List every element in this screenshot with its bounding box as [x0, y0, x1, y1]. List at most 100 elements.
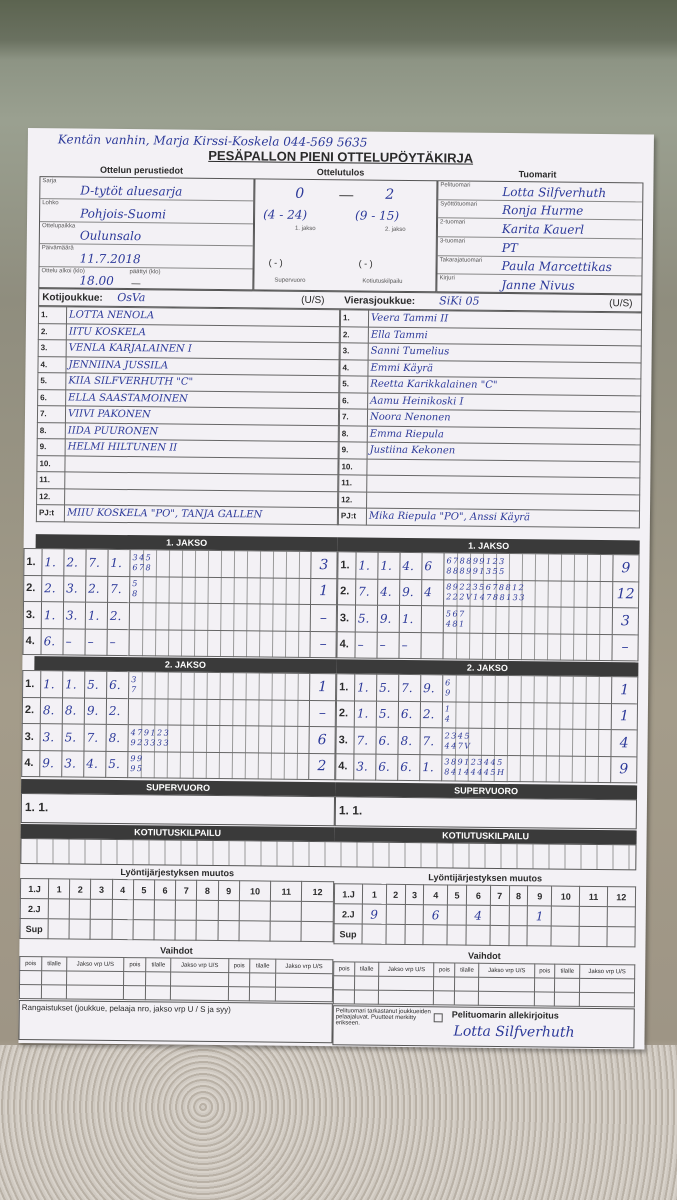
- away-super-row: 1. 1.: [334, 796, 638, 830]
- order-cell[interactable]: [175, 900, 197, 921]
- order-col-header: 3: [90, 879, 113, 900]
- referees-field: Pelituomari Lotta Silfverhuth: [438, 181, 643, 203]
- player-number: 12.: [36, 488, 65, 505]
- order-cell[interactable]: [385, 924, 405, 945]
- order-cell[interactable]: [489, 925, 509, 946]
- batter-number: 5.: [61, 723, 85, 751]
- order-cell[interactable]: [361, 924, 386, 945]
- ground-background: [0, 1045, 677, 1200]
- subs-cell: [228, 972, 250, 987]
- away-subs-table: pois tilalle Jakso vrp U/S pois tilalle Jakso…: [333, 961, 635, 1007]
- order-cell[interactable]: [447, 924, 467, 946]
- inning-row: 3. 1. 3. 1. 2. –: [23, 601, 337, 632]
- run-grid: 678899123 888991355: [443, 552, 614, 582]
- order-cell[interactable]: [301, 921, 334, 942]
- order-cell[interactable]: [132, 899, 155, 920]
- runs-bottom: 923333: [130, 737, 171, 748]
- batter-number: 5.: [376, 700, 399, 728]
- inning-number: 1.: [22, 670, 41, 698]
- order-cell[interactable]: 9: [362, 904, 387, 925]
- subs-cell: [478, 991, 535, 1006]
- order-cell[interactable]: [551, 926, 580, 947]
- order-cell[interactable]: [48, 898, 70, 919]
- batter-number: 3.: [39, 723, 63, 751]
- subs-cell: [378, 976, 434, 991]
- order-cell[interactable]: [111, 899, 134, 920]
- order-cell[interactable]: [154, 899, 176, 921]
- kotiutus-grid: [20, 837, 637, 871]
- runs-bottom: 678: [132, 562, 153, 573]
- order-cell[interactable]: [111, 919, 133, 940]
- referees-label: Takarajatuomari: [439, 256, 483, 264]
- order-cell[interactable]: [238, 920, 271, 942]
- order-cell[interactable]: [508, 925, 528, 946]
- batter-number: 2.: [107, 602, 130, 630]
- order-cell[interactable]: [69, 898, 91, 920]
- order-cell[interactable]: [465, 925, 490, 946]
- order-cell[interactable]: 6: [423, 904, 448, 925]
- batter-number: 8.: [40, 697, 63, 724]
- inning-number: 4.: [336, 631, 356, 658]
- order-cell[interactable]: [508, 905, 528, 926]
- order-cell[interactable]: [196, 900, 218, 921]
- order-cell[interactable]: [270, 921, 302, 942]
- inning-number: 1.: [336, 673, 355, 701]
- order-cell[interactable]: [69, 918, 91, 940]
- batter-number: 9.: [399, 578, 422, 606]
- order-cell[interactable]: [606, 906, 636, 927]
- order-cell[interactable]: [217, 900, 240, 921]
- order-cell[interactable]: [48, 918, 70, 939]
- run-grid: 389123445 84144445H: [441, 754, 611, 783]
- order-cell[interactable]: [404, 924, 424, 945]
- order-col-header: 7: [490, 885, 510, 906]
- run-grid: 99 95: [127, 751, 309, 780]
- order-cell[interactable]: [404, 904, 424, 925]
- order-cell[interactable]: [270, 901, 302, 922]
- order-cell[interactable]: [447, 904, 467, 926]
- referees-label: 3-tuomari: [439, 238, 466, 245]
- runs-bottom: 222V14788133: [446, 592, 526, 603]
- home-us: (U/S): [301, 294, 325, 307]
- order-cell[interactable]: [579, 926, 607, 947]
- runs-bottom: [132, 642, 308, 644]
- run-grid: 479123 923333: [127, 724, 310, 753]
- order-cell[interactable]: [301, 901, 334, 922]
- batter-number: 1.: [85, 602, 108, 629]
- signature-label: Pelituomarin allekirjoitus: [451, 1009, 559, 1021]
- batter-number: 1.: [62, 670, 85, 698]
- order-cell[interactable]: [385, 904, 405, 925]
- runs-bottom: 9: [445, 688, 452, 698]
- order-cell[interactable]: 4: [466, 905, 491, 926]
- order-cell[interactable]: [132, 919, 155, 940]
- batter-number: 8.: [62, 697, 85, 725]
- order-cell[interactable]: [579, 906, 608, 927]
- player-number: 11.: [338, 474, 367, 492]
- order-cell[interactable]: [217, 920, 239, 941]
- coaches-row: PJ:t MIIU KOSKELA "PO", TANJA GALLEN: [36, 504, 338, 525]
- order-cell[interactable]: [551, 906, 580, 927]
- order-cell[interactable]: [489, 905, 509, 926]
- order-cell[interactable]: [606, 926, 636, 947]
- referees-box: Pelituomari Lotta Silfverhuth Syöttötuomar…: [436, 180, 644, 296]
- subs-cell: [123, 971, 146, 986]
- inning-total: 9: [612, 554, 640, 582]
- order-cell[interactable]: [196, 920, 218, 941]
- player-number: 2.: [38, 323, 67, 340]
- player-number: 9.: [37, 438, 66, 456]
- order-cell[interactable]: [90, 899, 112, 920]
- order-cell[interactable]: [238, 900, 271, 922]
- order-cell[interactable]: [153, 919, 176, 941]
- order-cell[interactable]: [423, 924, 448, 945]
- coaches-names: Mika Riepula "PO", Anssi Käyrä: [366, 508, 640, 528]
- home-score: 0: [295, 185, 305, 202]
- inning-total: –: [309, 699, 336, 727]
- order-cell[interactable]: 1: [527, 905, 552, 927]
- inning-total: 3: [612, 607, 639, 635]
- check-checkbox[interactable]: [433, 1013, 443, 1023]
- referees-value: PT: [501, 240, 518, 255]
- subs-col-header: Jakso vrp U/S: [66, 956, 125, 972]
- super-label: Supervuoro: [274, 277, 306, 284]
- order-cell[interactable]: [527, 925, 552, 947]
- order-cell[interactable]: [175, 920, 197, 941]
- order-cell[interactable]: [90, 919, 112, 940]
